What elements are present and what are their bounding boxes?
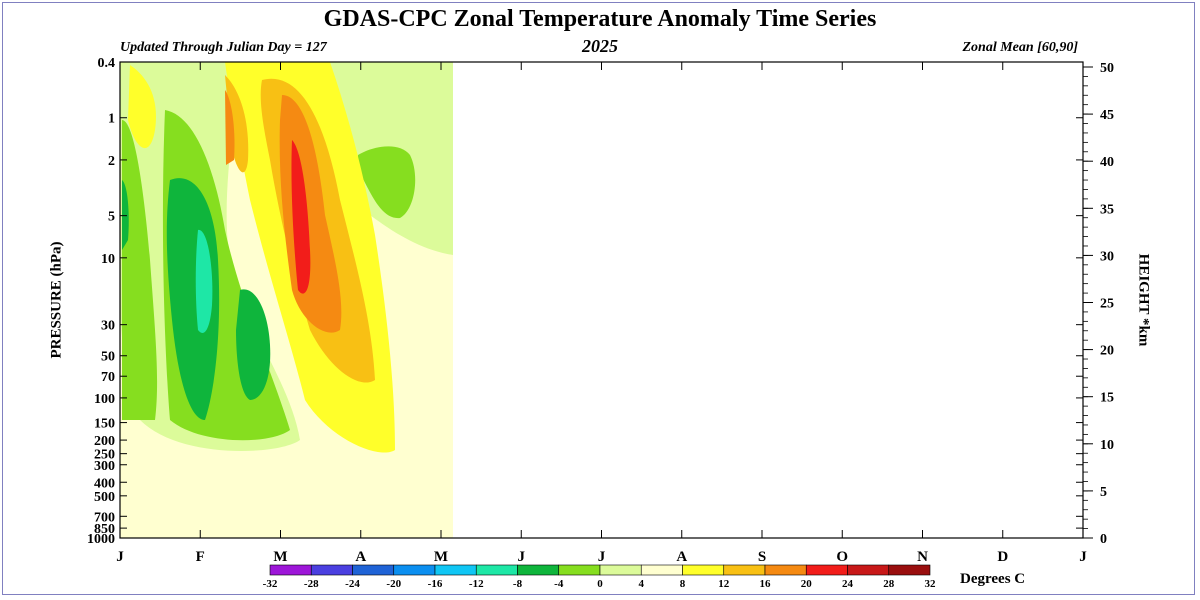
colorbar-tick-label: -28 [304,578,319,590]
pressure-tick-label: 5 [108,210,115,225]
height-tick-label: 0 [1100,532,1107,547]
month-tick-label: J [1079,549,1087,565]
region-anomaly-minus12-b [236,289,271,400]
colorbar-tick-label: -20 [386,578,401,590]
pressure-tick-label: 150 [94,417,115,432]
colorbar-swatch [764,564,807,576]
region-anomaly-minus12-a [166,178,220,420]
colorbar-tick-label: -12 [469,578,484,590]
region-anomaly-minus8-patch [358,146,416,219]
colorbar: -32 -28 -24 -20 -16 -12 -8 -4 0 4 8 12 16 20 24 28 32 [263,564,937,590]
colorbar-label: Degrees C [960,571,1026,587]
pressure-tick-label: 250 [94,448,115,463]
height-tick-label: 10 [1100,438,1114,453]
height-tick-label: 30 [1100,249,1114,264]
chart-title: GDAS-CPC Zonal Temperature Anomaly Time … [323,6,877,32]
colorbar-tick-label: 32 [925,578,937,590]
colorbar-swatch [599,564,642,576]
colorbar-tick-label: -4 [554,578,564,590]
pressure-tick-label: 1 [108,112,115,127]
height-tick-label: 5 [1100,485,1107,500]
month-tick-label: S [758,549,766,565]
height-tick-label: 20 [1100,344,1114,359]
colorbar-tick-label: 0 [597,578,603,590]
colorbar-tick-label: 12 [718,578,730,590]
month-tick-label: N [917,549,928,565]
height-tick-label: 15 [1100,391,1114,406]
month-tick-label: O [836,549,848,565]
month-tick-label: J [518,549,526,565]
pressure-tick-label: 30 [101,319,115,334]
colorbar-swatch [640,564,683,576]
colorbar-tick-label: 28 [883,578,895,590]
colorbar-swatch [847,564,890,576]
pressure-tick-label: 70 [101,370,115,385]
colorbar-swatch [269,564,312,576]
colorbar-tick-label: 24 [842,578,854,590]
colorbar-swatch [434,564,477,576]
height-tick-label: 40 [1100,155,1114,170]
colorbar-tick-label: 8 [680,578,686,590]
pressure-tick-label: 400 [94,476,115,491]
month-tick-label: J [598,549,606,565]
colorbar-tick-label: -8 [513,578,523,590]
colorbar-swatch [805,564,848,576]
height-tick-label: 50 [1100,61,1114,76]
month-tick-label: F [196,549,205,565]
colorbar-tick-label: 20 [801,578,813,590]
axes: 0.41251030507010015020025030040050070085… [87,56,1114,565]
month-tick-label: A [676,549,687,565]
region-anomaly-12-left [225,90,235,165]
pressure-tick-label: 10 [101,252,115,267]
julian-day-subtitle: Updated Through Julian Day = 127 [120,40,327,55]
colorbar-swatch [393,564,436,576]
height-tick-label: 35 [1100,202,1114,217]
colorbar-tick-label: -24 [345,578,360,590]
zonal-mean-subtitle: Zonal Mean [60,90] [962,40,1079,55]
region-anomaly-minus8-left [122,120,158,420]
month-tick-label: J [116,549,124,565]
colorbar-swatch [723,564,766,576]
colorbar-swatch [310,564,353,576]
month-tick-label: A [355,549,366,565]
pressure-tick-label: 50 [101,350,115,365]
colorbar-swatch [558,564,601,576]
pressure-tick-label: 2 [108,154,115,169]
pressure-tick-label: 700 [94,510,115,525]
pressure-tick-label: 100 [94,392,115,407]
pressure-tick-label: 850 [94,522,115,537]
colorbar-tick-label: -32 [263,578,278,590]
height-tick-label: 45 [1100,108,1114,123]
month-tick-label: M [434,549,448,565]
pressure-tick-label: 200 [94,434,115,449]
region-anomaly-4-left [128,65,156,149]
month-tick-label: M [273,549,287,565]
region-anomaly-8-left [225,75,249,173]
height-tick-label: 25 [1100,297,1114,312]
month-tick-label: D [997,549,1008,565]
region-anomaly-minus4-upper [120,62,453,255]
pressure-tick-label: 500 [94,490,115,505]
pressure-tick-label: 300 [94,459,115,474]
colorbar-tick-label: 16 [760,578,772,590]
region-anomaly-16 [291,140,311,294]
colorbar-swatch [352,564,395,576]
year-subtitle: 2025 [582,36,618,56]
colorbar-tick-label: 4 [639,578,645,590]
region-anomaly-minus12-c [122,180,129,250]
colorbar-swatch [475,564,518,576]
colorbar-swatch [517,564,560,576]
pressure-tick-label: 1000 [87,532,115,547]
region-anomaly-minus16 [195,229,213,333]
colorbar-swatch [682,564,725,576]
colorbar-tick-label: -16 [428,578,443,590]
colorbar-swatch [888,564,931,576]
pressure-tick-label: 0.4 [98,56,116,71]
anomaly-field [120,62,453,538]
